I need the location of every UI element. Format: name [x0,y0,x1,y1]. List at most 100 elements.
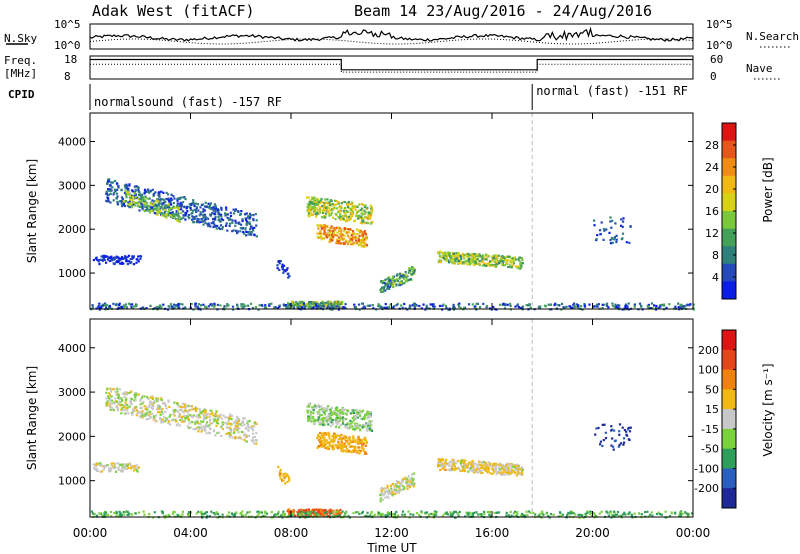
heatmap-cell [122,200,125,203]
heatmap-cell [649,307,652,310]
heatmap-cell [620,514,623,517]
heatmap-cell [312,199,316,202]
heatmap-cell [353,220,356,223]
heatmap-cell [318,416,321,419]
heatmap-cell [331,233,334,236]
heatmap-cell [127,466,130,470]
heatmap-cell [429,303,432,306]
heatmap-cell [209,225,212,228]
heatmap-cell [154,420,157,423]
heatmap-cell [363,423,366,426]
colorbar-tick-label: 4 [712,271,719,284]
heatmap-cell [323,508,326,512]
heatmap-cell [361,207,364,210]
heatmap-cell [198,414,201,417]
heatmap-cell [121,205,124,208]
heatmap-cell [174,418,177,421]
heatmap-cell [342,241,345,245]
heatmap-cell [449,260,452,263]
heatmap-cell [318,209,321,212]
heatmap-cell [245,230,248,233]
heatmap-cell [164,207,167,210]
heatmap-cell [208,515,211,518]
heatmap-cell [368,211,372,214]
heatmap-cell [477,467,480,470]
heatmap-cell [640,513,643,516]
heatmap-cell [396,279,399,282]
heatmap-cell [351,210,354,213]
heatmap-cell [120,397,123,400]
heatmap-cell [252,439,255,442]
heatmap-cell [127,302,130,305]
heatmap-cell [308,304,312,307]
heatmap-cell [192,201,195,204]
heatmap-cell [172,412,175,415]
heatmap-cell [330,421,333,424]
heatmap-cell [216,512,219,515]
heatmap-cell [249,228,252,231]
heatmap-cell [334,303,337,306]
heatmap-cell [452,303,455,306]
heatmap-cell [368,215,371,219]
heatmap-cell [471,258,475,261]
heatmap-cell [567,511,570,514]
heatmap-cell [241,218,244,221]
heatmap-cell [337,421,340,424]
heatmap-cell [128,391,131,395]
heatmap-cell [178,413,181,416]
heatmap-cell [176,211,180,214]
heatmap-cell [153,415,156,418]
heatmap-cell [326,202,329,205]
heatmap-cell [183,196,186,199]
heatmap-cell [541,512,544,515]
heatmap-cell [380,286,384,289]
heatmap-cell [336,510,339,513]
heatmap-cell [138,191,141,194]
heatmap-cell [363,245,366,248]
heatmap-cell [586,510,589,513]
heatmap-cell [492,464,495,467]
heatmap-cell [176,213,179,217]
heatmap-cell [569,510,573,513]
heatmap-cell [611,241,614,244]
heatmap-cell [354,414,357,418]
heatmap-cell [190,408,193,411]
heatmap-cell [160,410,163,413]
heatmap-cell [182,196,185,199]
heatmap-cell [481,464,484,467]
heatmap-cell [318,435,321,438]
heatmap-cell [217,431,220,434]
heatmap-cell [329,409,332,412]
heatmap-cell [617,304,620,307]
heatmap-cell [140,202,143,205]
nsky-strip: N.Sky 10^5 10^0 10^5 10^0 N.Search [4,18,799,52]
heatmap-cell [125,191,128,194]
heatmap-cell [210,303,213,306]
heatmap-cell [339,210,342,213]
heatmap-cell [483,510,486,513]
heatmap-cell [509,463,512,466]
heatmap-cell [220,417,223,420]
heatmap-cell [339,417,342,420]
heatmap-cell [381,498,384,501]
heatmap-cell [433,511,436,514]
heatmap-cell [173,511,176,514]
heatmap-cell [342,217,345,220]
heatmap-cell [268,303,271,306]
heatmap-cell [443,466,446,469]
heatmap-cell [348,439,351,442]
heatmap-cell [391,513,394,516]
heatmap-cell [316,302,319,305]
heatmap-cell [328,437,331,440]
heatmap-cell [248,420,251,423]
heatmap-cell [357,217,360,220]
heatmap-cell [244,304,247,307]
heatmap-cell [334,443,337,447]
heatmap-cell [112,402,115,405]
heatmap-cell [441,251,444,254]
heatmap-cell [185,405,188,408]
heatmap-cell [668,303,671,306]
heatmap-cell [179,419,182,422]
heatmap-cell [445,306,448,309]
